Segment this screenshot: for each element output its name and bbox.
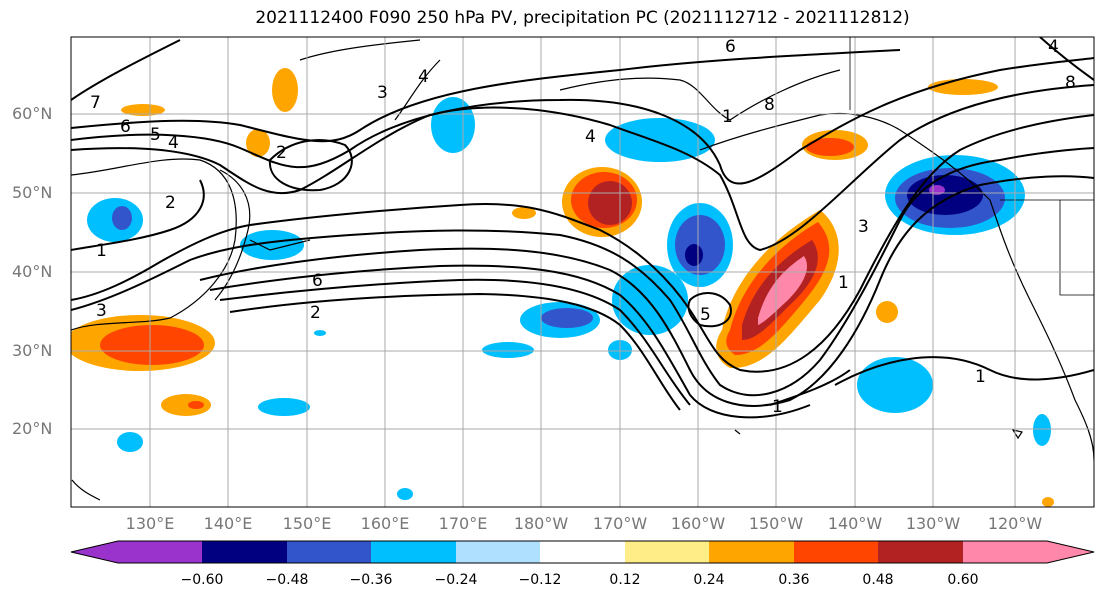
pv-contour-layer [71, 37, 1094, 419]
lon-label: 150°W [748, 514, 804, 533]
colorbar-tick-label: 0.48 [862, 572, 894, 588]
lat-label-60n: 60°N [12, 104, 53, 123]
lat-label-50n: 50°N [12, 183, 53, 202]
contour-label: 8 [1065, 73, 1076, 93]
contour-label: 7 [90, 93, 101, 113]
colorbar-tick-label: 0.60 [947, 572, 979, 588]
contour-label: 5 [150, 125, 161, 145]
colorbar-segment [456, 541, 540, 563]
colorbar-extend-high [1047, 541, 1094, 563]
lat-label-40n: 40°N [12, 262, 53, 281]
colorbar-segment [287, 541, 371, 563]
map-frame [70, 36, 1095, 508]
contour-label: 1 [96, 241, 107, 261]
lon-label: 180°W [513, 514, 569, 533]
contour-label: 2 [276, 143, 287, 163]
lon-label: 130°E [125, 514, 175, 533]
colorbar [70, 540, 1095, 564]
lon-label: 130°W [905, 514, 961, 533]
colorbar-extend-low [71, 541, 118, 563]
colorbar-segment [540, 541, 625, 563]
contour-label: 3 [858, 217, 869, 237]
colorbar-segment [878, 541, 963, 563]
colorbar-segments [118, 541, 1047, 563]
contour-label: 3 [96, 301, 107, 321]
colorbar-segment [371, 541, 456, 563]
contour-label: 1 [772, 397, 783, 417]
contour-label: 1 [722, 107, 733, 127]
contour-label: 4 [168, 133, 179, 153]
colorbar-tick-label: −0.60 [180, 572, 224, 588]
contour-label: 4 [1048, 37, 1059, 57]
colorbar-segment [794, 541, 878, 563]
contour-label: 6 [312, 271, 323, 291]
colorbar-tick-label: 0.12 [609, 572, 641, 588]
colorbar-segment [118, 541, 202, 563]
contour-label: 4 [418, 67, 429, 87]
contour-label-layer: 7 6 5 4 3 4 2 2 1 3 6 2 4 6 4 8 1 5 3 1 … [90, 37, 1076, 417]
colorbar-tick-label: 0.36 [778, 572, 810, 588]
lat-label-20n: 20°N [12, 419, 53, 438]
lon-label: 140°W [827, 514, 883, 533]
colorbar-tick-label: −0.48 [265, 572, 309, 588]
contour-label: 8 [764, 95, 775, 115]
lat-label-30n: 30°N [12, 341, 53, 360]
colorbar-tick-label: −0.12 [518, 572, 562, 588]
lon-label: 160°W [670, 514, 726, 533]
colorbar-segment [625, 541, 709, 563]
lon-label: 150°E [282, 514, 332, 533]
lon-label: 160°E [360, 514, 410, 533]
lon-label: 140°E [203, 514, 253, 533]
colorbar-segment [963, 541, 1047, 563]
colorbar-segment [709, 541, 794, 563]
contour-label: 6 [725, 37, 736, 57]
contour-label: 1 [838, 273, 849, 293]
colorbar-tick-label: 0.24 [693, 572, 725, 588]
lon-label: 120°W [987, 514, 1043, 533]
contour-label: 6 [120, 117, 131, 137]
contour-label: 1 [975, 367, 986, 387]
colorbar-tick-label: −0.24 [434, 572, 478, 588]
lon-label: 170°E [438, 514, 488, 533]
border-layer [849, 37, 1094, 296]
graticule [71, 37, 1094, 507]
map-title: 2021112400 F090 250 hPa PV, precipitatio… [255, 8, 910, 28]
colorbar-tick-label: −0.36 [349, 572, 393, 588]
lon-label: 170°W [592, 514, 648, 533]
colorbar-segment [202, 541, 287, 563]
contour-label: 2 [310, 303, 321, 323]
contour-label: 4 [585, 127, 596, 147]
contour-label: 5 [700, 305, 711, 325]
contour-label: 2 [165, 193, 176, 213]
contour-label: 3 [377, 83, 388, 103]
